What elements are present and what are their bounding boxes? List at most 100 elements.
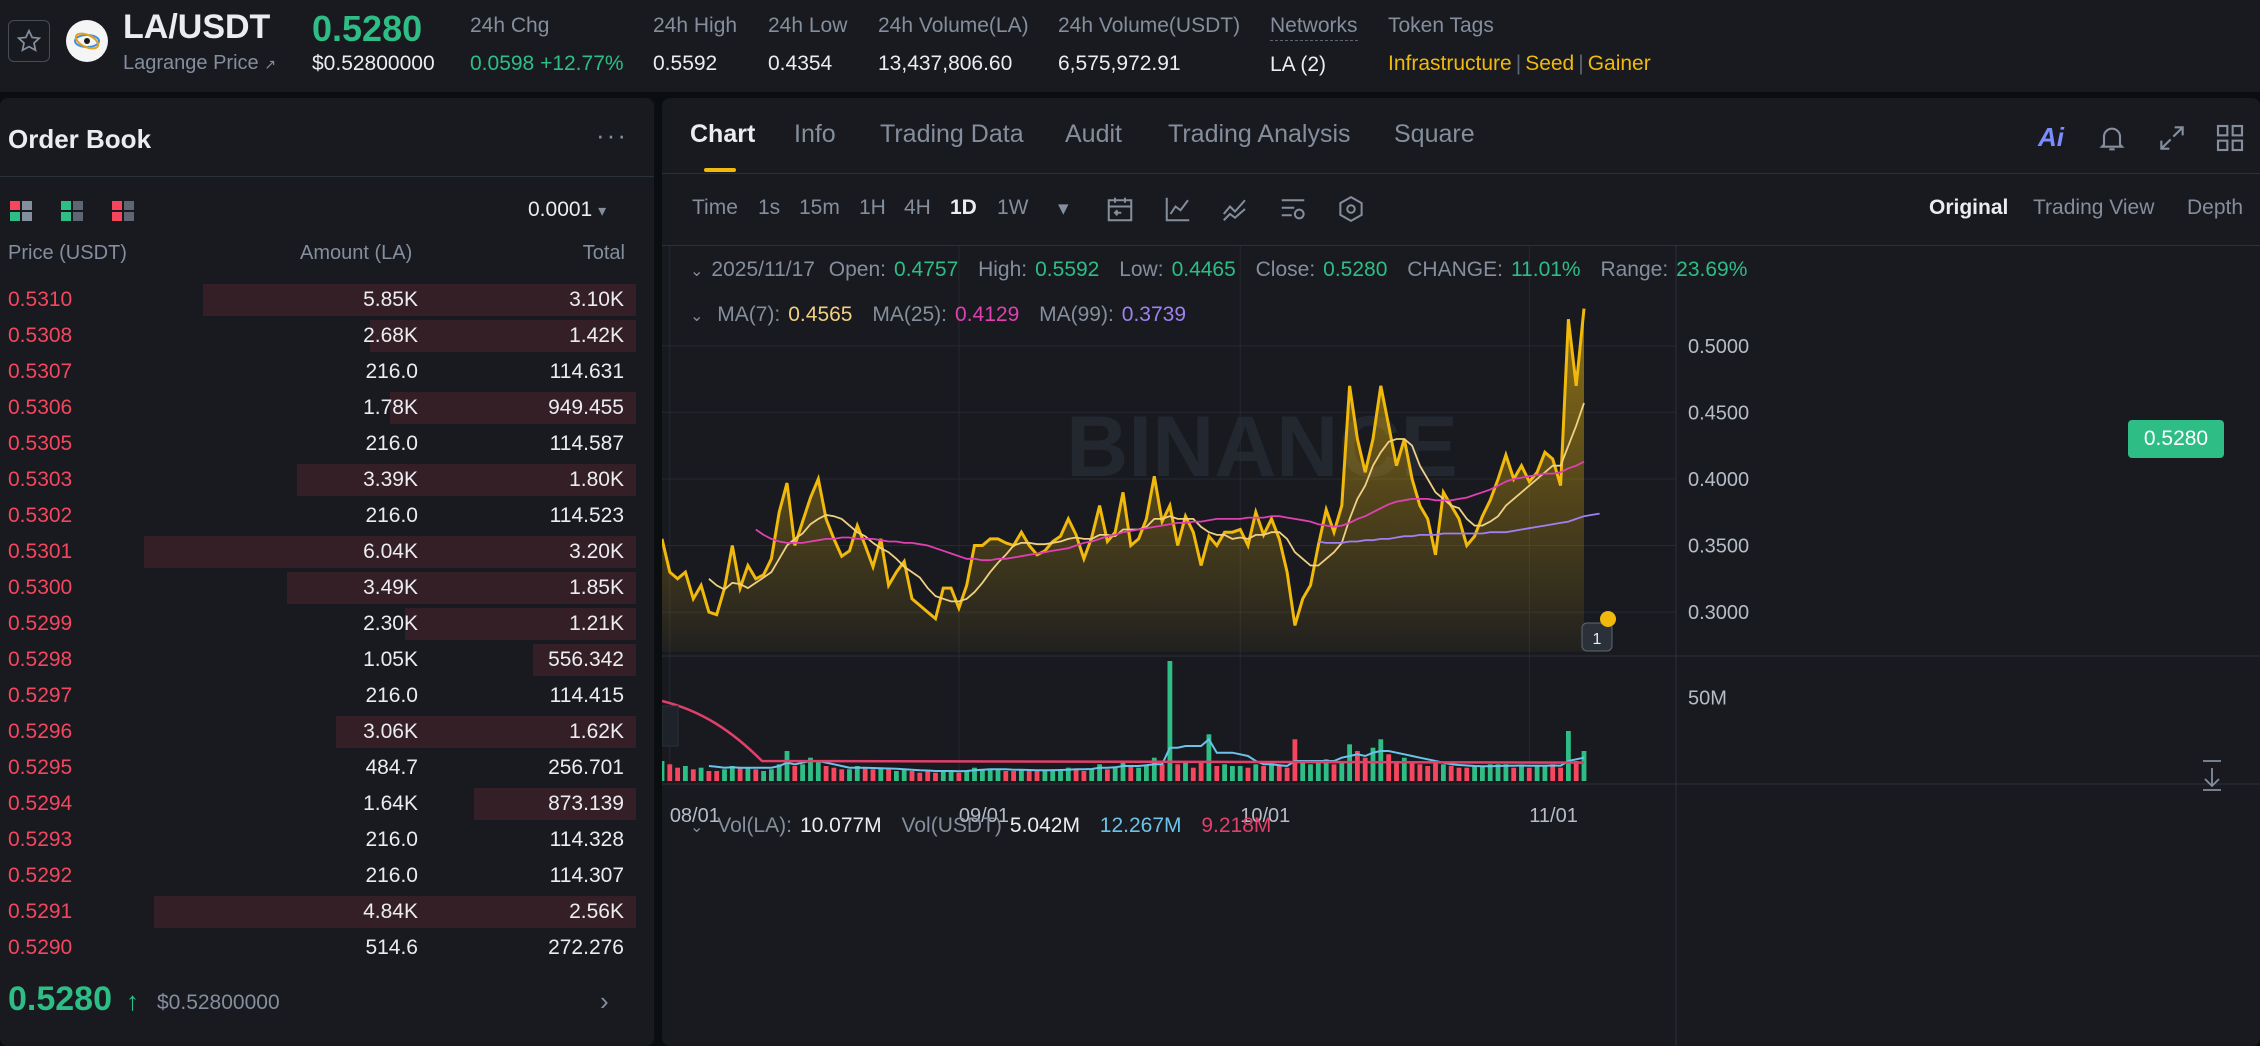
volume-bar <box>683 766 688 781</box>
volume-bar <box>886 769 891 781</box>
volume-bar <box>1315 762 1321 781</box>
timeframe-1s[interactable]: 1s <box>758 196 781 219</box>
order-book-row[interactable]: 0.5306 1.78K 949.455 <box>0 390 636 426</box>
row-price: 0.5294 <box>8 792 73 815</box>
order-book-row[interactable]: 0.5305 216.0 114.587 <box>0 426 636 462</box>
hexagon-settings-icon[interactable] <box>1336 194 1366 224</box>
order-book-row[interactable]: 0.5296 3.06K 1.62K <box>0 714 636 750</box>
timeframe-1d[interactable]: 1D <box>950 196 977 219</box>
tab-chart[interactable]: Chart <box>690 120 756 148</box>
order-book-row[interactable]: 0.5307 216.0 114.631 <box>0 354 636 390</box>
volume-bar <box>1214 766 1220 781</box>
layout-icon[interactable] <box>2214 122 2246 154</box>
favorite-button[interactable] <box>8 20 50 62</box>
expand-icon[interactable] <box>2156 122 2188 154</box>
mode-bids-button[interactable] <box>61 201 83 221</box>
volume-bar <box>1105 769 1110 781</box>
order-book-row[interactable]: 0.5297 216.0 114.415 <box>0 678 636 714</box>
stat-networks[interactable]: Networks LA (2) <box>1270 14 1358 77</box>
tab-trading-data[interactable]: Trading Data <box>880 120 1024 148</box>
tab-info[interactable]: Info <box>794 120 836 148</box>
volume-bar <box>1386 754 1392 781</box>
settings-list-icon[interactable] <box>1278 194 1308 224</box>
chart-panel: Chart Info Trading Data Audit Trading An… <box>662 98 2260 1046</box>
view-original[interactable]: Original <box>1929 196 2009 219</box>
volume-bar <box>1003 771 1009 781</box>
timeframe-1h[interactable]: 1H <box>859 196 886 219</box>
timeframe-15m[interactable]: 15m <box>799 196 840 219</box>
volume-bar <box>1550 764 1556 781</box>
y-tick-label: 0.4500 <box>1688 402 1749 424</box>
vol-ma1-value: 12.267M <box>1099 814 1182 837</box>
more-options-button[interactable]: ··· <box>596 120 628 150</box>
coin-price-link[interactable]: Lagrange Price ↗ <box>123 52 276 75</box>
order-book-row[interactable]: 0.5301 6.04K 3.20K <box>0 534 636 570</box>
tag-gainer[interactable]: Gainer <box>1587 52 1651 75</box>
precision-dropdown[interactable]: 0.0001 ▾ <box>528 198 606 222</box>
collapse-chevron-icon[interactable]: ⌄ <box>690 263 704 280</box>
ohlc-date: 2025/11/17 <box>711 258 815 281</box>
order-book-row[interactable]: 0.5302 216.0 114.523 <box>0 498 636 534</box>
bell-icon[interactable] <box>2096 122 2128 154</box>
order-book-row[interactable]: 0.5298 1.05K 556.342 <box>0 642 636 678</box>
view-trading-view[interactable]: Trading View <box>2033 196 2155 219</box>
volume-bar <box>1198 762 1204 781</box>
order-book-row[interactable]: 0.5299 2.30K 1.21K <box>0 606 636 642</box>
row-amount: 216.0 <box>365 864 418 887</box>
volume-bar <box>667 764 673 781</box>
order-book-row[interactable]: 0.5292 216.0 114.307 <box>0 858 636 894</box>
y-tick-label: 0.4000 <box>1688 469 1749 491</box>
timeframe-4h[interactable]: 4H <box>904 196 931 219</box>
timeframe-more-dropdown[interactable]: ▾ <box>1058 197 1069 220</box>
open-value: 0.4757 <box>894 258 959 281</box>
mode-both-button[interactable] <box>10 201 32 221</box>
row-price: 0.5293 <box>8 828 73 851</box>
volume-bar <box>1151 757 1157 781</box>
chevron-right-icon[interactable]: › <box>600 986 609 1016</box>
tab-audit[interactable]: Audit <box>1065 120 1122 148</box>
row-total: 256.701 <box>548 756 624 779</box>
calendar-icon[interactable] <box>1105 194 1135 224</box>
row-amount: 216.0 <box>365 684 418 707</box>
indicators-icon[interactable] <box>1163 194 1193 224</box>
volume-bar <box>1339 761 1345 781</box>
y-tick-label: 0.3000 <box>1688 602 1749 624</box>
row-price: 0.5290 <box>8 936 73 959</box>
mode-asks-button[interactable] <box>112 201 134 221</box>
volume-legend: ⌄ Vol(LA): 10.077M Vol(USDT) 5.042M 12.267… <box>690 814 1285 838</box>
tag-seed[interactable]: Seed <box>1525 52 1575 75</box>
row-amount: 6.04K <box>363 540 418 563</box>
collapse-chevron-icon[interactable]: ⌄ <box>690 308 704 325</box>
order-book-row[interactable]: 0.5308 2.68K 1.42K <box>0 318 636 354</box>
tab-square[interactable]: Square <box>1394 120 1475 148</box>
order-book-row[interactable]: 0.5300 3.49K 1.85K <box>0 570 636 606</box>
price-area <box>662 308 1584 652</box>
row-amount: 216.0 <box>365 432 418 455</box>
order-book-row[interactable]: 0.5293 216.0 114.328 <box>0 822 636 858</box>
order-book-row[interactable]: 0.5294 1.64K 873.139 <box>0 786 636 822</box>
price-line <box>662 308 1586 626</box>
tag-infrastructure[interactable]: Infrastructure <box>1388 52 1512 75</box>
depth-bar <box>405 608 636 640</box>
row-price: 0.5310 <box>8 288 73 311</box>
order-book-row[interactable]: 0.5290 514.6 272.276 <box>0 930 636 966</box>
volume-bar <box>847 769 852 781</box>
price-chart[interactable]: 0.5000 0.4500 0.4000 0.3500 0.3000 08/01 09/01… <box>662 246 2260 1046</box>
order-book-row[interactable]: 0.5295 484.7 256.701 <box>0 750 636 786</box>
line-chart-icon[interactable] <box>1220 194 1250 224</box>
timeframe-1w[interactable]: 1W <box>997 196 1029 219</box>
collapse-chevron-icon[interactable]: ⌄ <box>690 819 704 836</box>
timeframe-time[interactable]: Time <box>692 196 738 219</box>
chart-area[interactable]: 0.5000 0.4500 0.4000 0.3500 0.3000 08/01 09/01… <box>662 246 2260 1046</box>
volume-bar <box>1284 767 1290 781</box>
volume-bar <box>1581 751 1587 781</box>
x-tick-label: 11/01 <box>1529 805 1578 827</box>
order-book-row[interactable]: 0.5291 4.84K 2.56K <box>0 894 636 930</box>
row-price: 0.5302 <box>8 504 73 527</box>
order-book-row[interactable]: 0.5310 5.85K 3.10K <box>0 282 636 318</box>
lagrange-logo-icon <box>74 32 100 50</box>
ai-assistant-button[interactable]: Ai <box>2038 122 2070 154</box>
tab-trading-analysis[interactable]: Trading Analysis <box>1168 120 1351 148</box>
view-depth[interactable]: Depth <box>2187 196 2244 219</box>
order-book-row[interactable]: 0.5303 3.39K 1.80K <box>0 462 636 498</box>
